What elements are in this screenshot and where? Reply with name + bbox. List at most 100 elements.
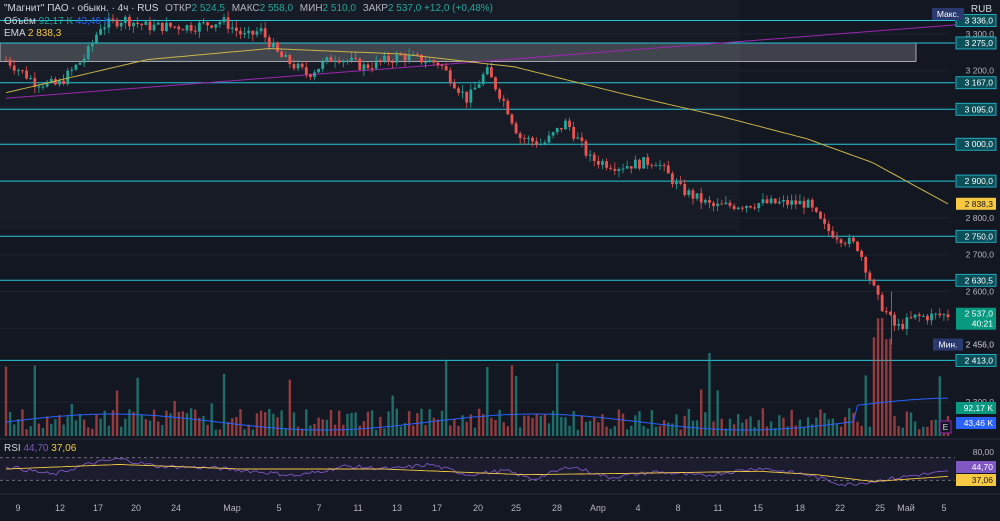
candle-body [938,313,942,316]
volume-bar [469,414,473,436]
candle-body [535,141,539,145]
candle-body [74,64,78,70]
volume-bar [82,419,86,436]
volume-bar [893,416,896,436]
candle-body [913,314,917,318]
volume-bar [276,417,279,436]
candle-body [893,314,896,326]
candle-body [362,64,366,70]
x-axis-tick: 20 [131,503,141,513]
volume-bar [868,426,872,436]
volume-bar [453,419,456,436]
volume-bar [753,427,756,436]
volume-bar [564,417,567,436]
rsi-ma-tag [956,474,996,486]
volume-bar [263,412,267,436]
volume-legend[interactable]: Объём 92,17 K 43,46 K [4,16,110,28]
candle-body [152,24,156,31]
candle-body [827,223,831,232]
x-axis-tick: 18 [795,503,805,513]
candle-body [889,312,892,315]
volume-bar [613,426,617,436]
candle-body [658,164,662,166]
candle-body [609,167,613,169]
candle-body [588,154,592,156]
candle-body [317,68,321,73]
candle-body [473,87,477,90]
volume-bar [185,413,189,436]
volume-bar [412,425,415,436]
candle-body [740,207,744,209]
volume-bar [876,318,880,436]
candle-body [119,22,123,27]
volume-bar [518,427,522,436]
candle-body [230,27,234,29]
volume-bar [222,373,226,436]
candle-body [897,324,901,326]
volume-bar [62,424,65,436]
x-axis-tick: 24 [171,503,181,513]
volume-bar [815,417,818,436]
candle-body [391,61,395,63]
candle-body [53,78,57,85]
open-value: 2 524,5 [191,3,225,14]
min-tag-text: Мин. [939,340,958,350]
volume-bar [132,411,135,436]
candle-body [358,58,362,70]
high-value: 2 558,0 [259,3,294,14]
candle-body [749,205,752,208]
candle-body [222,17,226,23]
volume-bar [560,416,563,436]
volume-bar [346,413,349,436]
volume-bar [601,414,604,436]
volume-bar [444,359,448,436]
level-badge [955,137,997,151]
volume-bar [634,415,637,436]
volume-bar [309,425,312,436]
candle-body [284,55,288,58]
volume-bar [272,413,275,436]
candle-body [354,57,358,59]
volume-bar [247,424,250,436]
candle-body [62,80,65,84]
volume-bar [78,414,82,436]
candle-body [568,120,571,127]
volume-bar [50,423,53,436]
candle-body [29,78,33,80]
volume-bar [638,411,641,436]
x-axis-tick: 17 [432,503,442,513]
candle-body [424,62,427,64]
candle-body [683,183,687,195]
candle-body [210,25,214,28]
candle-body [868,272,872,280]
volume-bar [473,427,477,436]
x-axis-tick: 17 [93,503,103,513]
candle-body [469,89,473,103]
volume-bar [880,318,884,436]
volume-bar [395,408,398,436]
volume-bar [91,428,94,436]
volume-bar [177,411,180,436]
volume-bar [527,415,530,436]
volume-bar [918,429,921,436]
volume-bar [157,421,160,436]
rsi-ma-tag-text: 37,06 [972,475,994,485]
ema-legend[interactable]: EMA 2 838,3 [4,28,61,40]
level-badge [955,273,997,287]
x-axis-tick: 8 [675,503,680,513]
currency-label[interactable]: RUB [970,4,992,15]
volume-bar [662,420,666,436]
candle-body [494,77,497,90]
level-badge-text: 2 630,5 [965,275,994,285]
volume-bar [506,426,510,436]
volume-bar [728,418,732,436]
symbol-header[interactable]: "Магнит" ПАО - обыкн. · 4ч · RUS ОТКР2 5… [4,3,493,15]
ema-value: 2 838,3 [27,28,62,39]
volume-bar [461,415,464,436]
candle-body [296,63,300,69]
candle-body [403,54,407,61]
candle-body [107,18,111,28]
candle-body [782,199,785,202]
rsi-legend[interactable]: RSI 44,70 37,06 [4,443,76,455]
